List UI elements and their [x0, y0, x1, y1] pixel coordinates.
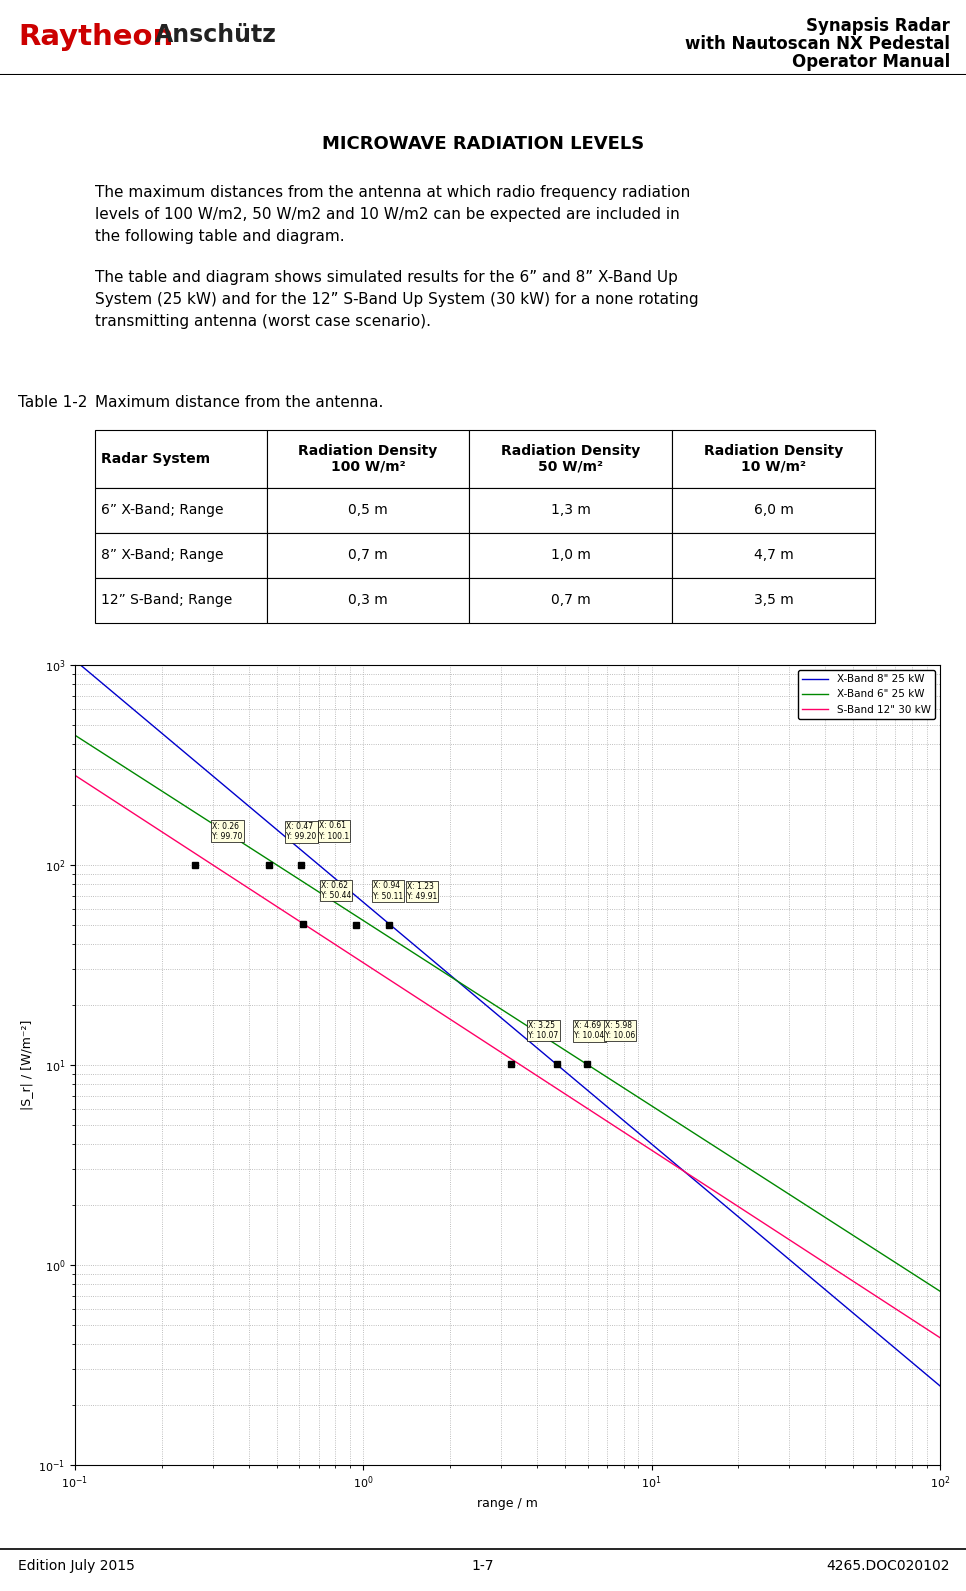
Text: 3,5 m: 3,5 m	[753, 593, 793, 608]
Text: MICROWAVE RADIATION LEVELS: MICROWAVE RADIATION LEVELS	[322, 135, 644, 153]
X-Band 8" 25 kW	[450, 971, 462, 990]
Bar	[95, 488, 267, 533]
Line: X-Band 6" 25 kW: X-Band 6" 25 kW	[75, 735, 940, 1292]
X-axis label: range / m: range / m	[477, 1497, 538, 1510]
Text: X: 0.62
Y: 50.44: X: 0.62 Y: 50.44	[321, 881, 352, 901]
Bar	[267, 578, 469, 622]
Text: Anschütz: Anschütz	[155, 22, 277, 46]
X-Band 6" 25 kW	[759, 1169, 771, 1188]
Text: 0,7 m: 0,7 m	[348, 549, 388, 562]
Text: Operator Manual: Operator Manual	[792, 53, 950, 72]
X-Band 8" 25 kW	[70, 651, 81, 670]
Text: levels of 100 W/m2, 50 W/m2 and 10 W/m2 can be expected are included in: levels of 100 W/m2, 50 W/m2 and 10 W/m2 …	[95, 207, 680, 221]
Text: X: 3.25
Y: 10.07: X: 3.25 Y: 10.07	[528, 1021, 558, 1041]
S-Band 12" 30 kW	[419, 993, 431, 1012]
Legend: X-Band 8" 25 kW, X-Band 6" 25 kW, S-Band 12" 30 kW: X-Band 8" 25 kW, X-Band 6" 25 kW, S-Band…	[798, 670, 935, 719]
Text: The maximum distances from the antenna at which radio frequency radiation: The maximum distances from the antenna a…	[95, 185, 691, 200]
Text: Raytheon: Raytheon	[18, 22, 173, 51]
Text: 6” X-Band; Range: 6” X-Band; Range	[101, 503, 223, 517]
Text: 100 W/m²: 100 W/m²	[330, 460, 406, 474]
S-Band 12" 30 kW	[744, 1204, 755, 1223]
Bar	[469, 578, 672, 622]
Text: 10 W/m²: 10 W/m²	[741, 460, 806, 474]
Text: Synapsis Radar: Synapsis Radar	[806, 18, 950, 35]
S-Band 12" 30 kW	[934, 1328, 946, 1348]
X-Band 6" 25 kW	[450, 971, 462, 990]
Bar	[672, 533, 875, 578]
Text: X: 0.47
Y: 99.20: X: 0.47 Y: 99.20	[286, 823, 317, 842]
Line: S-Band 12" 30 kW: S-Band 12" 30 kW	[75, 775, 940, 1338]
Text: Edition July 2015: Edition July 2015	[18, 1559, 135, 1573]
S-Band 12" 30 kW	[664, 1152, 675, 1171]
Text: 1,3 m: 1,3 m	[551, 503, 591, 517]
Text: 0,7 m: 0,7 m	[551, 593, 590, 608]
X-Band 6" 25 kW	[934, 1282, 946, 1301]
Text: Radar System: Radar System	[101, 452, 211, 466]
Text: X: 0.61
Y: 100.1: X: 0.61 Y: 100.1	[319, 821, 349, 840]
Text: the following table and diagram.: the following table and diagram.	[95, 229, 345, 243]
S-Band 12" 30 kW	[759, 1214, 771, 1233]
Bar	[267, 430, 469, 488]
Text: Radiation Density: Radiation Density	[704, 444, 843, 458]
Text: 1,0 m: 1,0 m	[551, 549, 591, 562]
Bar	[95, 430, 267, 488]
Bar	[672, 488, 875, 533]
Bar	[672, 430, 875, 488]
Text: Maximum distance from the antenna.: Maximum distance from the antenna.	[95, 395, 384, 410]
Text: X: 1.23
Y: 49.91: X: 1.23 Y: 49.91	[407, 881, 437, 901]
X-Band 6" 25 kW	[419, 950, 431, 969]
Text: X: 0.94
Y: 50.11: X: 0.94 Y: 50.11	[373, 881, 403, 901]
Text: 50 W/m²: 50 W/m²	[538, 460, 604, 474]
Text: with Nautoscan NX Pedestal: with Nautoscan NX Pedestal	[685, 35, 950, 53]
Line: X-Band 8" 25 kW: X-Band 8" 25 kW	[75, 660, 940, 1386]
Text: 12” S-Band; Range: 12” S-Band; Range	[101, 593, 232, 608]
X-Band 8" 25 kW	[759, 1230, 771, 1249]
Bar	[672, 578, 875, 622]
Bar	[95, 533, 267, 578]
Bar	[267, 488, 469, 533]
X-Band 8" 25 kW	[934, 1376, 946, 1395]
Y-axis label: |S_r| / [W/m⁻²]: |S_r| / [W/m⁻²]	[19, 1020, 33, 1111]
Text: Table 1-2: Table 1-2	[18, 395, 87, 410]
Text: 1-7: 1-7	[471, 1559, 495, 1573]
Bar	[469, 488, 672, 533]
Text: 8” X-Band; Range: 8” X-Band; Range	[101, 549, 223, 562]
Text: 0,5 m: 0,5 m	[348, 503, 388, 517]
Text: 0,3 m: 0,3 m	[348, 593, 388, 608]
X-Band 8" 25 kW	[419, 943, 431, 963]
Text: X: 0.26
Y: 99.70: X: 0.26 Y: 99.70	[213, 821, 242, 842]
S-Band 12" 30 kW	[70, 765, 81, 784]
Text: Radiation Density: Radiation Density	[501, 444, 640, 458]
X-Band 6" 25 kW	[157, 783, 169, 802]
Bar	[95, 578, 267, 622]
Bar	[469, 430, 672, 488]
Text: 4,7 m: 4,7 m	[753, 549, 793, 562]
X-Band 6" 25 kW	[70, 725, 81, 745]
S-Band 12" 30 kW	[157, 823, 169, 842]
Bar	[267, 533, 469, 578]
X-Band 6" 25 kW	[744, 1160, 755, 1179]
X-Band 8" 25 kW	[157, 725, 169, 745]
Text: X: 5.98
Y: 10.06: X: 5.98 Y: 10.06	[605, 1021, 635, 1041]
Text: X: 4.69
Y: 10.04: X: 4.69 Y: 10.04	[575, 1021, 605, 1041]
Text: The table and diagram shows simulated results for the 6” and 8” X-Band Up: The table and diagram shows simulated re…	[95, 270, 678, 285]
Text: Radiation Density: Radiation Density	[298, 444, 438, 458]
Text: 6,0 m: 6,0 m	[753, 503, 793, 517]
Text: System (25 kW) and for the 12” S-Band Up System (30 kW) for a none rotating: System (25 kW) and for the 12” S-Band Up…	[95, 291, 698, 307]
X-Band 6" 25 kW	[664, 1107, 675, 1126]
S-Band 12" 30 kW	[450, 1013, 462, 1033]
Text: transmitting antenna (worst case scenario).: transmitting antenna (worst case scenari…	[95, 313, 431, 329]
Text: 4265.DOC020102: 4265.DOC020102	[827, 1559, 950, 1573]
X-Band 8" 25 kW	[744, 1217, 755, 1236]
Bar	[469, 533, 672, 578]
X-Band 8" 25 kW	[664, 1149, 675, 1168]
